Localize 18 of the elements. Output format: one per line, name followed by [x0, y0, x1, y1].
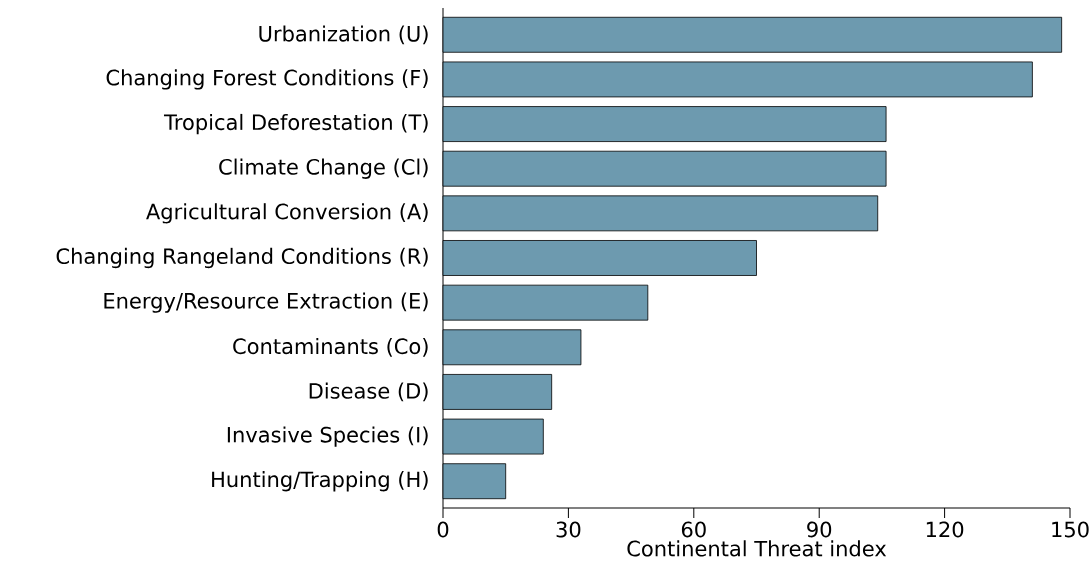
y-tick-label: Disease (D) — [309, 382, 428, 402]
y-tick-label: Changing Rangeland Conditions (R) — [56, 247, 428, 269]
y-tick-label: Tropical Deforestation (T) — [163, 113, 428, 135]
x-tick-label: 120 — [926, 521, 964, 538]
y-tick-label: Hunting/Trapping (H) — [212, 471, 428, 492]
y-tick-label: Climate Change (Cl) — [219, 158, 428, 179]
y-tick-label: Urbanization (U) — [259, 25, 428, 45]
x-tick-label: 60 — [681, 521, 706, 538]
y-tick-label: Changing Forest Conditions (F) — [106, 69, 428, 90]
y-tick-label: Energy/Resource Extraction (E) — [104, 292, 428, 313]
x-tick-label: 0 — [437, 521, 449, 538]
y-tick-label: Agricultural Conversion (A) — [146, 203, 428, 224]
y-tick-label: Contaminants (Co) — [233, 337, 428, 357]
x-tick-label: 150 — [1052, 521, 1089, 538]
x-tick-label: 30 — [556, 521, 581, 538]
x-tick-label: 90 — [807, 521, 832, 538]
x-axis-title: Continental Threat index — [627, 540, 887, 557]
y-tick-label: Invasive Species (I) — [227, 426, 428, 447]
